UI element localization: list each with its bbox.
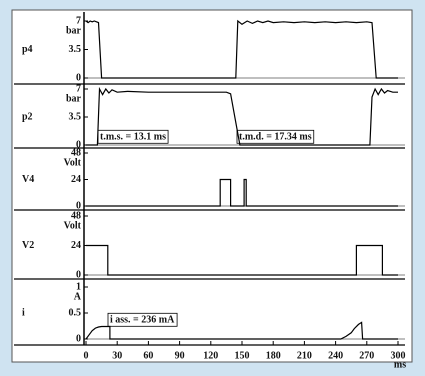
y-tick-label: 1: [76, 281, 81, 292]
y-tick-label: 0: [76, 139, 81, 150]
signal-line: [86, 244, 398, 276]
y-tick-label: 48: [71, 210, 81, 221]
x-tick-label: 150: [235, 350, 250, 361]
y-tick-label: 24: [71, 240, 81, 251]
panel-label: i: [22, 307, 25, 318]
unit-label: A: [74, 291, 82, 302]
x-tick-label: 30: [112, 350, 122, 361]
y-tick-label: 7: [76, 15, 81, 26]
x-tick-label: 180: [266, 350, 281, 361]
y-tick-label: 24: [71, 174, 81, 185]
x-tick-label: 210: [297, 350, 312, 361]
x-tick-label: 0: [84, 350, 89, 361]
signal-line: [85, 19, 398, 79]
unit-label: bar: [66, 25, 82, 36]
x-tick-label: 60: [143, 350, 153, 361]
x-axis-label: ms: [394, 359, 406, 370]
unit-label: Volt: [64, 157, 82, 168]
signal-line: [85, 321, 398, 340]
signal-line: [86, 86, 398, 146]
x-tick-label: 120: [203, 350, 218, 361]
y-tick-label: 0: [76, 200, 81, 211]
x-tick-label: 90: [175, 350, 185, 361]
annotation: t.m.d. = 17.34 ms: [239, 131, 312, 142]
panel-label: V4: [22, 174, 34, 185]
y-tick-label: 0: [76, 269, 81, 280]
panel-label: p4: [22, 44, 33, 55]
y-tick-label: 48: [71, 147, 81, 158]
x-tick-label: 240: [328, 350, 343, 361]
annotation-box: [236, 129, 315, 144]
annotation-box: [107, 312, 178, 327]
panel-label: V2: [22, 240, 34, 251]
annotation: i ass. = 236 mA: [110, 314, 175, 325]
y-tick-label: 7: [76, 83, 81, 94]
unit-label: Volt: [64, 220, 82, 231]
panel-label: p2: [22, 111, 33, 122]
unit-label: bar: [66, 93, 82, 104]
y-tick-label: 3.5: [69, 111, 82, 122]
annotation-box: [97, 129, 169, 144]
x-tick-label: 270: [359, 350, 374, 361]
plot-frame: [11, 9, 413, 363]
y-tick-label: 0: [76, 333, 81, 344]
signal-line: [86, 178, 398, 207]
y-tick-label: 0: [76, 72, 81, 83]
x-tick-label: 300: [391, 350, 406, 361]
annotation: t.m.s. = 13.1 ms: [100, 131, 166, 142]
y-tick-label: 3.5: [69, 44, 82, 55]
y-tick-label: 0.5: [69, 307, 82, 318]
